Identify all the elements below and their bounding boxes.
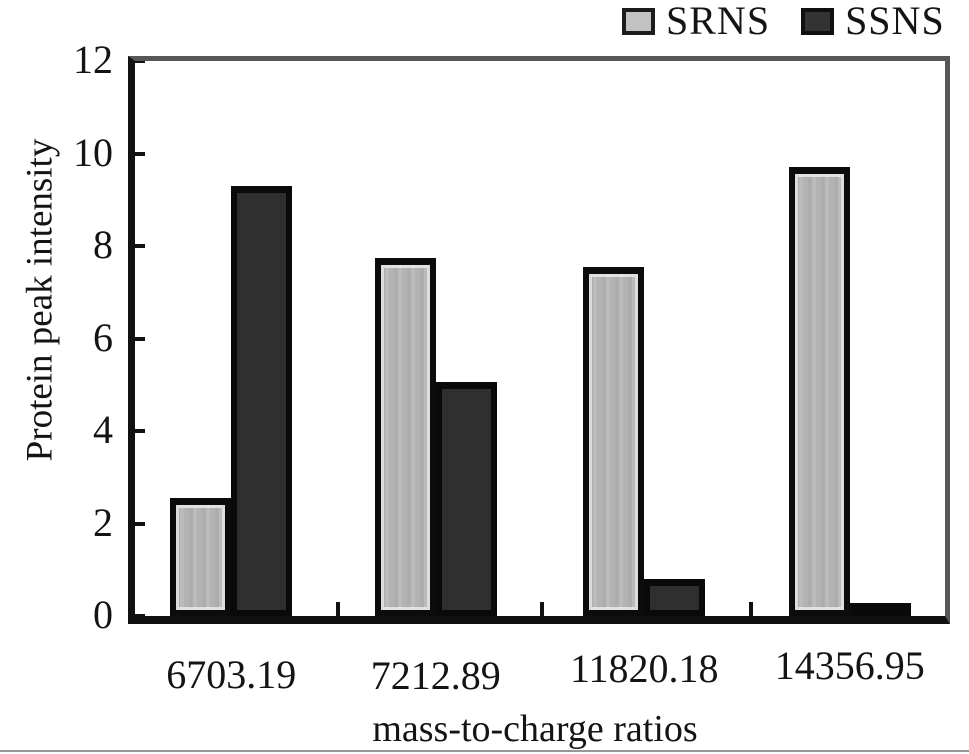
legend-item-ssns: SSNS — [801, 1, 945, 41]
y-tick-label: 2 — [93, 499, 113, 545]
bar-srns-14356.95 — [788, 167, 850, 616]
bar-ssns-7212.89 — [435, 382, 497, 616]
y-tick-mark — [135, 151, 145, 156]
scan-artifact-line — [0, 750, 969, 752]
x-tick-label: 7212.89 — [370, 653, 501, 698]
x-tick-label: 6703.19 — [166, 652, 297, 697]
bar-ssns-14356.95 — [849, 603, 911, 616]
y-tick-mark — [135, 61, 145, 63]
x-axis-title: mass-to-charge ratios — [372, 708, 698, 750]
bar-srns-6703.19 — [170, 498, 232, 616]
y-tick-mark — [135, 244, 145, 248]
y-tick-label: 8 — [93, 222, 113, 268]
y-tick-mark — [135, 614, 145, 616]
bar-ssns-11820.18 — [644, 579, 706, 616]
legend-swatch-srns-icon — [622, 7, 655, 35]
y-tick-mark — [135, 429, 145, 433]
y-tick-label: 4 — [93, 407, 113, 453]
y-tick-mark — [135, 521, 145, 526]
x-tick-label: 14356.95 — [774, 643, 925, 688]
y-axis-title: Protein peak intensity — [19, 138, 61, 462]
y-tick-label: 12 — [73, 37, 113, 83]
x-tick-mark — [748, 602, 753, 616]
x-tick-label: 11820.18 — [569, 646, 719, 691]
legend: SRNS SSNS — [622, 1, 945, 41]
bar-srns-7212.89 — [374, 257, 436, 616]
x-tick-mark — [540, 602, 544, 616]
plot-area — [128, 56, 950, 624]
legend-swatch-ssns-icon — [801, 7, 835, 35]
bar-srns-11820.18 — [583, 266, 645, 616]
x-tick-mark — [335, 602, 340, 616]
legend-label-srns: SRNS — [666, 0, 771, 43]
y-tick-mark — [135, 336, 145, 341]
y-tick-label: 10 — [73, 129, 113, 175]
legend-item-srns: SRNS — [622, 1, 770, 41]
y-tick-label: 6 — [93, 314, 113, 360]
bar-ssns-6703.19 — [231, 185, 293, 616]
y-tick-label: 0 — [93, 592, 113, 638]
legend-label-ssns: SSNS — [845, 0, 945, 43]
